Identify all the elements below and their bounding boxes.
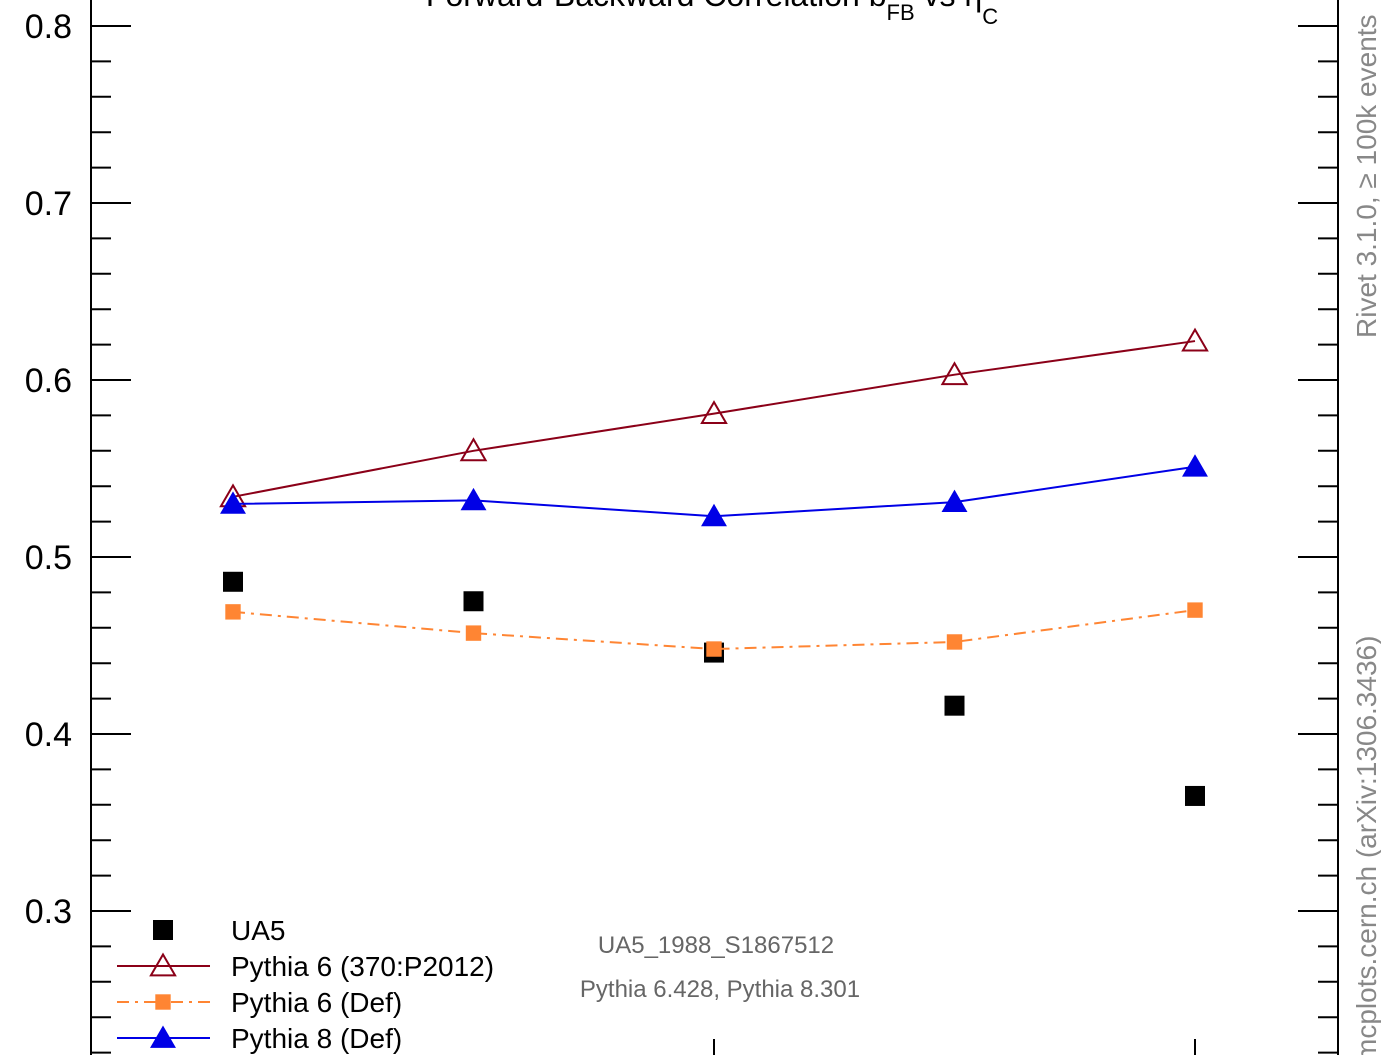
- data-point: [706, 641, 722, 657]
- series-line: [232, 609, 1196, 651]
- y-tick-label: 0.7: [25, 185, 72, 223]
- y-ticks: 0.3 0.4 0.5 0.6 0.7 0.8: [25, 8, 1338, 1054]
- data-point: [944, 695, 965, 716]
- data-point: [1187, 602, 1203, 618]
- data-point: [149, 952, 177, 977]
- data-point: [940, 361, 969, 386]
- plot-frame: [90, 0, 1339, 1055]
- title-sub-fb: FB: [887, 0, 915, 25]
- title-mid: vs η: [915, 0, 983, 13]
- legend-label: Pythia 6 (370:P2012): [231, 951, 494, 982]
- series-3: [220, 454, 1208, 527]
- data-point: [463, 591, 484, 612]
- title-main: Forward-Backward Correlation b: [426, 0, 887, 13]
- data-point: [150, 1025, 176, 1048]
- data-point: [1181, 327, 1209, 352]
- series-0: [223, 571, 1205, 806]
- data-point: [941, 489, 968, 513]
- legend-label: Pythia 8 (Def): [231, 1023, 402, 1054]
- y-tick-label: 0.4: [25, 716, 72, 754]
- data-point: [460, 487, 487, 511]
- series-2: [225, 602, 1203, 657]
- legend-item: Pythia 6 (Def): [117, 987, 402, 1018]
- data-point: [700, 400, 728, 425]
- legend: UA5 Pythia 6 (370:P2012) Pythia 6 (Def) Pyt…: [117, 915, 494, 1054]
- y-tick-label: 0.8: [25, 8, 72, 46]
- legend-item: UA5: [153, 915, 285, 946]
- mcplots-side-label: mcplots.cern.ch (arXiv:1306.3436): [1351, 636, 1381, 1055]
- data-point: [701, 503, 727, 527]
- legend-label: UA5: [231, 915, 285, 946]
- data-point: [465, 625, 482, 641]
- legend-label: Pythia 6 (Def): [231, 987, 402, 1018]
- data-point: [220, 491, 246, 514]
- data-point: [155, 994, 171, 1010]
- generator-label: Pythia 6.428, Pythia 8.301: [580, 976, 860, 1003]
- title-sub-c: C: [982, 4, 998, 29]
- series-1: [219, 327, 1209, 508]
- y-tick-label: 0.5: [25, 539, 72, 577]
- data-point: [1185, 785, 1205, 806]
- data-point: [1182, 454, 1208, 477]
- series-layer: [219, 327, 1209, 806]
- data-point: [946, 634, 963, 650]
- analysis-label: UA5_1988_S1867512: [598, 932, 834, 959]
- y-tick-label: 0.3: [25, 893, 72, 931]
- data-point: [225, 604, 241, 620]
- legend-item: Pythia 8 (Def): [117, 1023, 402, 1054]
- data-point: [153, 920, 173, 940]
- data-point: [223, 571, 243, 592]
- chart-title: Forward-Backward Correlation bFB vs ηC: [426, 0, 998, 29]
- rivet-side-label: Rivet 3.1.0, ≥ 100k events: [1351, 14, 1381, 338]
- data-point: [459, 437, 488, 462]
- legend-item: Pythia 6 (370:P2012): [117, 951, 494, 982]
- series-line: [232, 340, 1196, 498]
- x-ticks: [713, 1039, 1196, 1055]
- y-tick-label: 0.6: [25, 362, 72, 400]
